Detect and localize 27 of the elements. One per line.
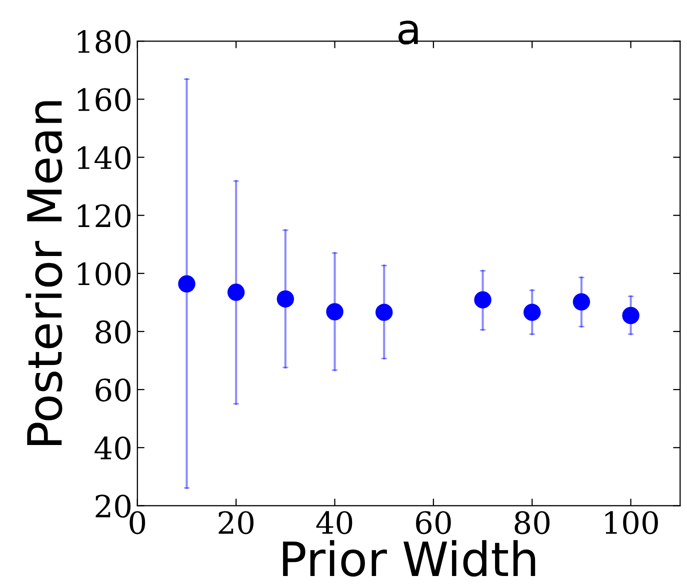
point [622,306,640,324]
point [572,293,590,310]
point [524,304,541,321]
y-tick-label: 160 [78,88,131,112]
chart-title: a [398,20,418,45]
x-tick-label: 0 [130,511,146,534]
y-tick-label: 40 [94,436,131,460]
x-tick-label: 80 [514,511,550,534]
point [178,275,196,292]
x-tick-label: 40 [316,511,352,534]
point [227,284,245,301]
point [375,304,393,321]
y-tick-label: 120 [78,204,131,228]
point [474,291,492,308]
x-tick-label: 20 [218,511,254,534]
y-axis-title: Posterior Mean [26,101,62,445]
point [326,303,344,320]
x-axis-title: Prior Width [283,540,536,577]
x-tick-label: 100 [605,511,658,534]
y-tick-label: 60 [96,378,131,402]
y-tick-label: 140 [78,146,131,170]
y-tick-label: 180 [78,30,131,54]
point [276,290,294,308]
y-tick-label: 80 [96,320,131,344]
x-tick-label: 60 [416,511,451,534]
y-tick-label: 20 [96,494,131,518]
y-tick-label: 100 [78,262,131,286]
